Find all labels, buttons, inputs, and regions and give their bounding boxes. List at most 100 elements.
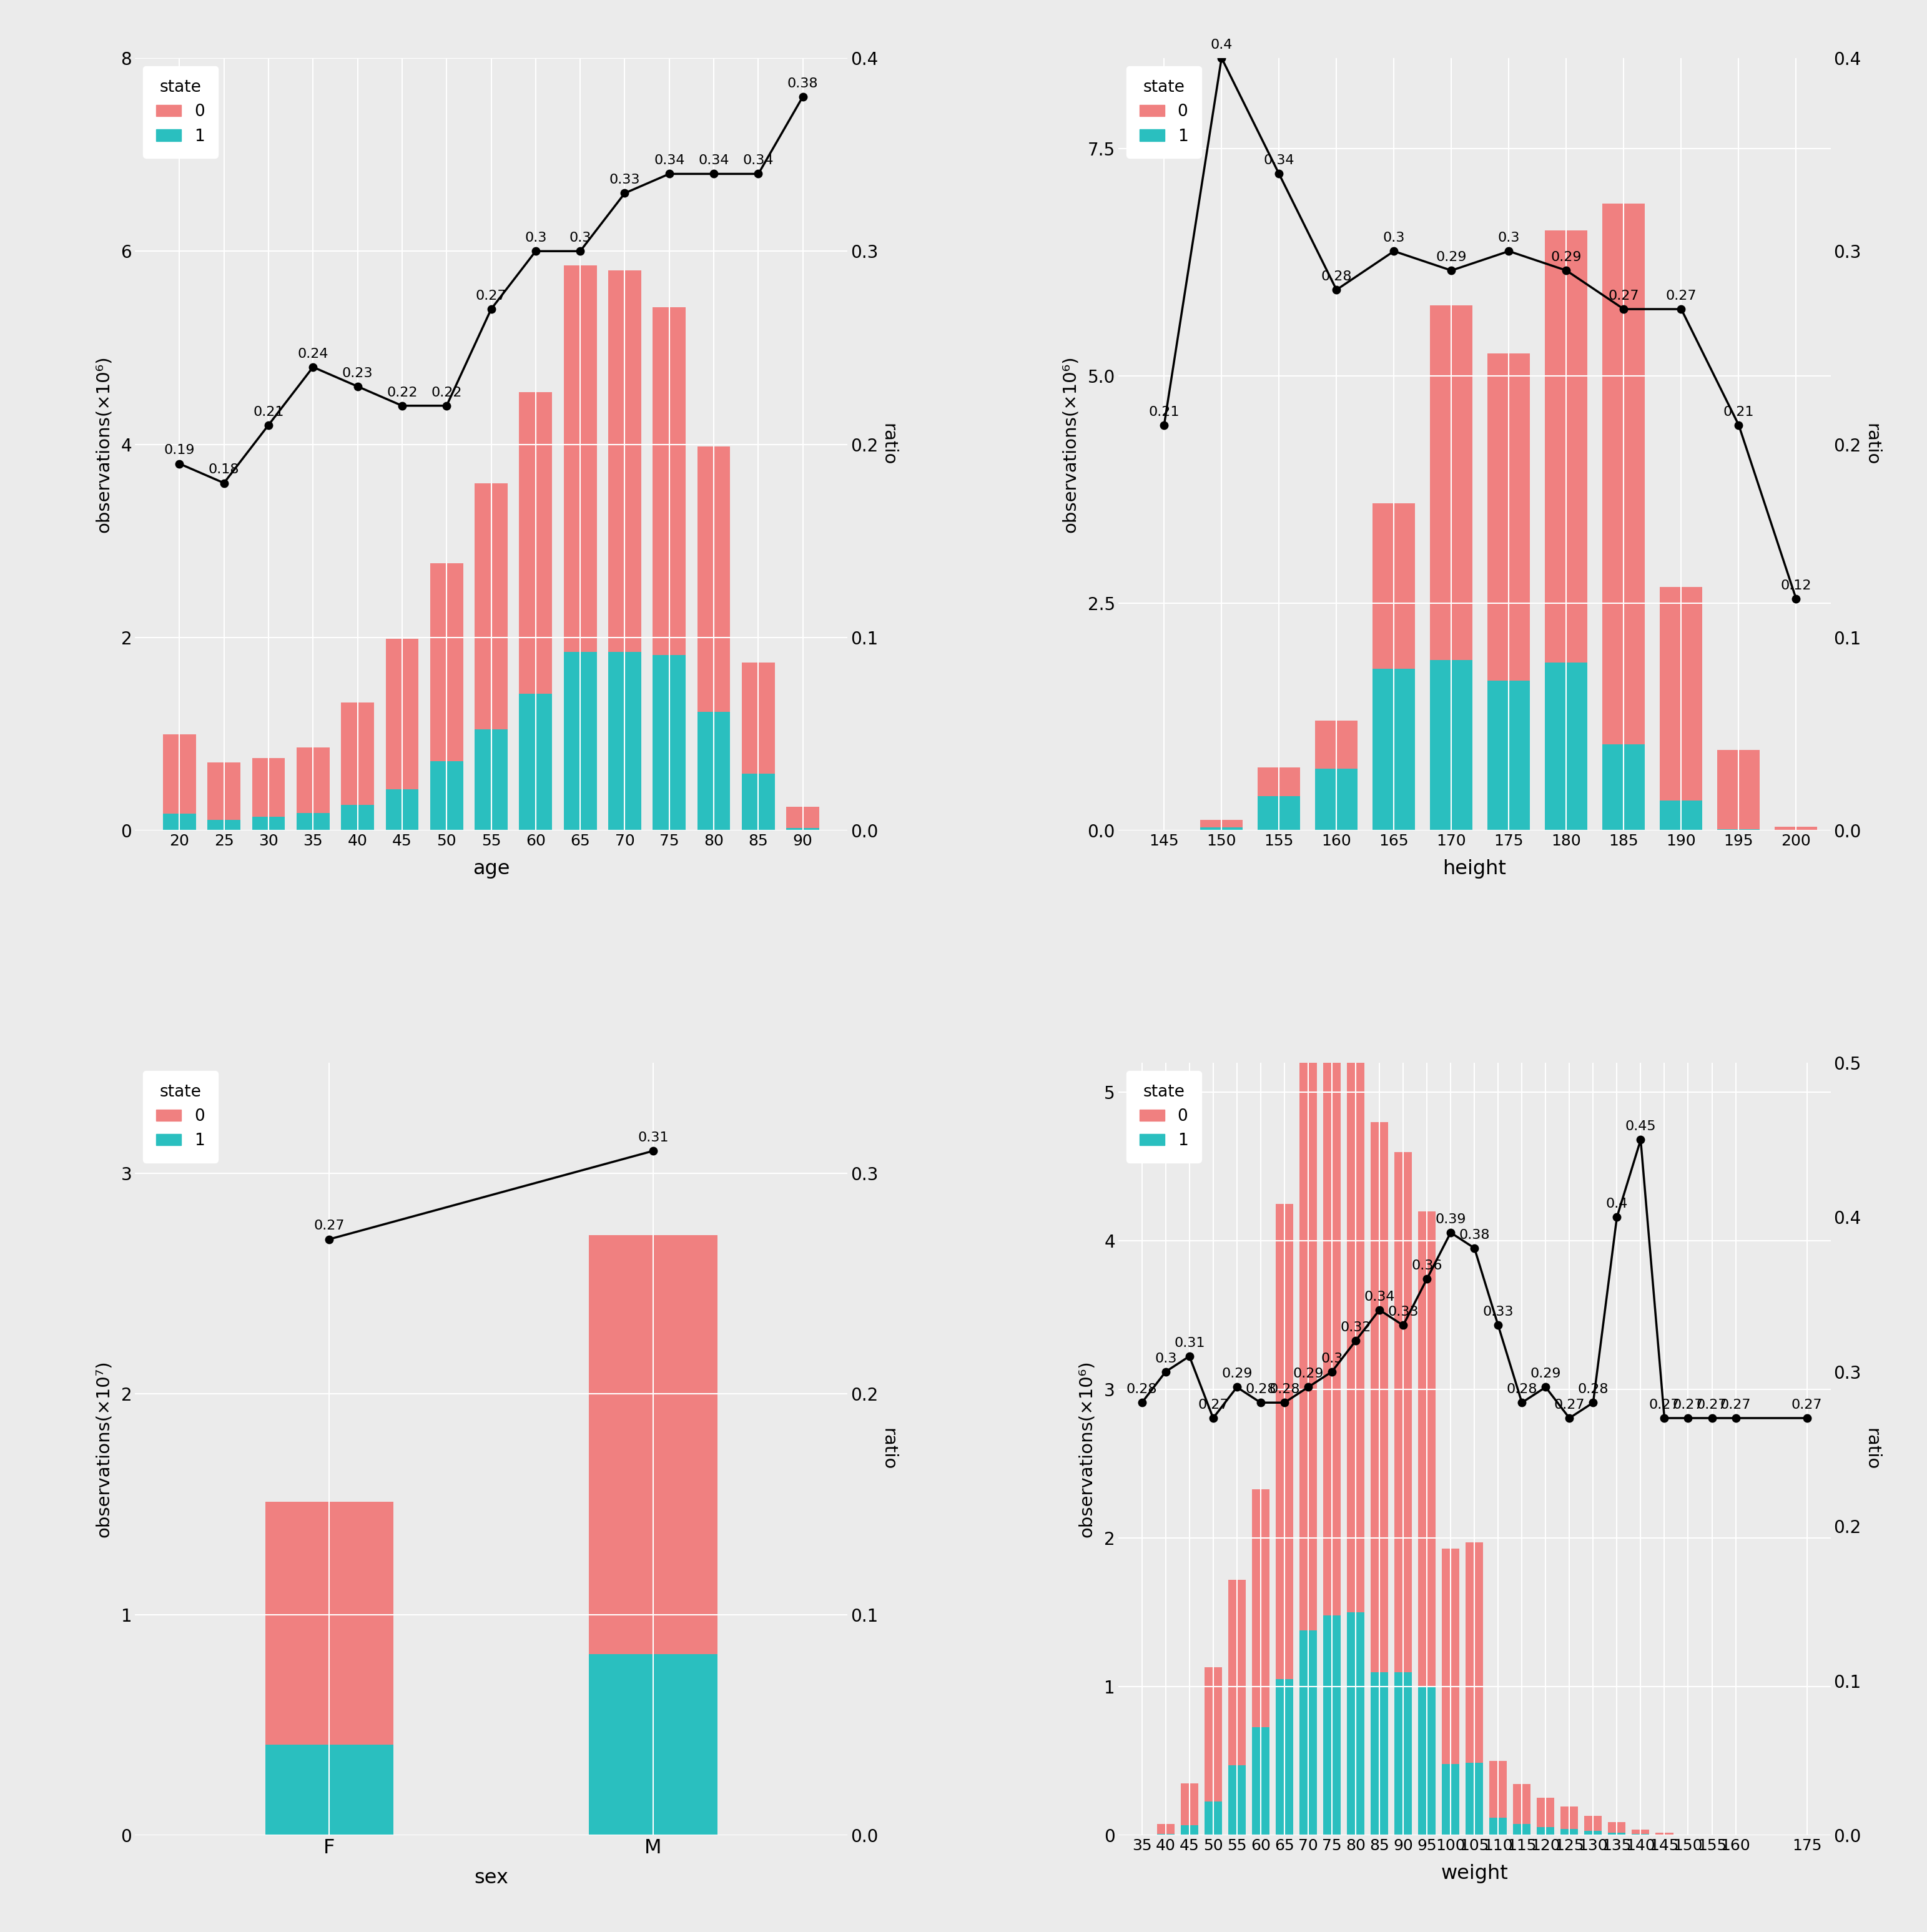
Text: 0.31: 0.31: [638, 1132, 669, 1144]
Text: 0.27: 0.27: [1609, 290, 1640, 301]
Bar: [1418, 1211, 1436, 1687]
Bar: [1488, 354, 1530, 680]
Bar: [1584, 1816, 1601, 1832]
Bar: [1253, 1727, 1270, 1835]
Text: 0.32: 0.32: [1339, 1321, 1372, 1333]
Bar: [1372, 504, 1414, 668]
Text: 0.39: 0.39: [1436, 1213, 1466, 1225]
Bar: [1430, 305, 1472, 661]
Bar: [1276, 1204, 1293, 1679]
Bar: [1324, 910, 1341, 1615]
Bar: [590, 1654, 717, 1835]
X-axis label: sex: sex: [474, 1868, 509, 1888]
Bar: [1418, 1687, 1436, 1835]
Bar: [297, 813, 330, 831]
Text: 0.36: 0.36: [1411, 1260, 1441, 1271]
Bar: [1561, 1806, 1578, 1830]
Text: 0.34: 0.34: [1264, 155, 1295, 166]
Y-axis label: ratio: ratio: [1863, 1428, 1881, 1470]
Bar: [1775, 827, 1817, 831]
Text: 0.28: 0.28: [1322, 270, 1353, 282]
Text: 0.23: 0.23: [343, 367, 374, 379]
Text: 0.29: 0.29: [1436, 251, 1466, 263]
Bar: [385, 790, 418, 831]
Text: 0.27: 0.27: [314, 1219, 345, 1233]
Bar: [786, 808, 819, 827]
Text: 0.27: 0.27: [1673, 1399, 1703, 1410]
Bar: [1466, 1762, 1484, 1835]
Text: 0.27: 0.27: [1650, 1399, 1680, 1410]
Text: 0.22: 0.22: [432, 386, 462, 398]
Bar: [1258, 796, 1301, 831]
Text: 0.24: 0.24: [297, 348, 328, 359]
Text: 0.3: 0.3: [524, 232, 547, 243]
Text: 0.29: 0.29: [1293, 1368, 1324, 1379]
Text: 0.28: 0.28: [1507, 1383, 1538, 1395]
Bar: [1659, 587, 1702, 800]
Text: 0.29: 0.29: [1222, 1368, 1253, 1379]
Bar: [653, 307, 686, 655]
Bar: [1372, 668, 1414, 831]
Bar: [609, 270, 642, 653]
Bar: [590, 1235, 717, 1654]
Bar: [1441, 1764, 1459, 1835]
Bar: [1347, 896, 1364, 1613]
Text: 0.27: 0.27: [1721, 1399, 1752, 1410]
Bar: [1299, 983, 1316, 1631]
Text: 0.34: 0.34: [744, 155, 775, 166]
Text: 0.45: 0.45: [1624, 1121, 1655, 1132]
Bar: [1584, 1832, 1601, 1835]
Bar: [1227, 1580, 1245, 1766]
Y-axis label: observations(×10⁷): observations(×10⁷): [94, 1360, 112, 1538]
X-axis label: height: height: [1443, 860, 1507, 879]
Bar: [1717, 750, 1759, 829]
Bar: [1253, 1490, 1270, 1727]
Y-axis label: ratio: ratio: [881, 1428, 898, 1470]
Text: 0.3: 0.3: [1320, 1352, 1343, 1364]
Bar: [1545, 230, 1588, 663]
Bar: [297, 748, 330, 813]
Bar: [1609, 1833, 1626, 1835]
Bar: [1659, 800, 1702, 831]
Bar: [742, 775, 775, 831]
Text: 0.22: 0.22: [387, 386, 418, 398]
Bar: [1227, 1766, 1245, 1835]
Bar: [164, 734, 197, 813]
Text: 0.38: 0.38: [788, 77, 819, 89]
Bar: [208, 819, 241, 831]
Y-axis label: ratio: ratio: [881, 423, 898, 466]
Bar: [1156, 1824, 1174, 1833]
Y-axis label: observations(×10⁶): observations(×10⁶): [94, 355, 112, 533]
Bar: [1204, 1801, 1222, 1835]
Text: 0.28: 0.28: [1245, 1383, 1276, 1395]
Bar: [1655, 1833, 1673, 1835]
Text: 0.4: 0.4: [1605, 1198, 1628, 1209]
Text: 0.34: 0.34: [653, 155, 684, 166]
Bar: [1201, 827, 1243, 831]
Bar: [609, 653, 642, 831]
Text: 0.4: 0.4: [1210, 39, 1233, 50]
Text: 0.33: 0.33: [609, 174, 640, 185]
Text: 0.28: 0.28: [1127, 1383, 1158, 1395]
Bar: [1545, 663, 1588, 831]
Text: 0.33: 0.33: [1387, 1306, 1418, 1318]
Bar: [1299, 1631, 1316, 1835]
Bar: [1258, 767, 1301, 796]
Bar: [1609, 1822, 1626, 1833]
Text: 0.12: 0.12: [1781, 580, 1811, 591]
Bar: [1347, 1613, 1364, 1835]
Bar: [565, 267, 597, 653]
Bar: [653, 655, 686, 831]
Y-axis label: observations(×10⁶): observations(×10⁶): [1077, 1360, 1095, 1538]
Text: 0.27: 0.27: [1665, 290, 1696, 301]
Text: 0.34: 0.34: [698, 155, 728, 166]
Bar: [1276, 1679, 1293, 1835]
Bar: [430, 761, 462, 831]
Bar: [164, 813, 197, 831]
Bar: [341, 703, 374, 806]
Bar: [252, 757, 285, 817]
Text: 0.3: 0.3: [1497, 232, 1520, 243]
Text: 0.3: 0.3: [568, 232, 592, 243]
Text: 0.3: 0.3: [1384, 232, 1405, 243]
Bar: [252, 817, 285, 831]
